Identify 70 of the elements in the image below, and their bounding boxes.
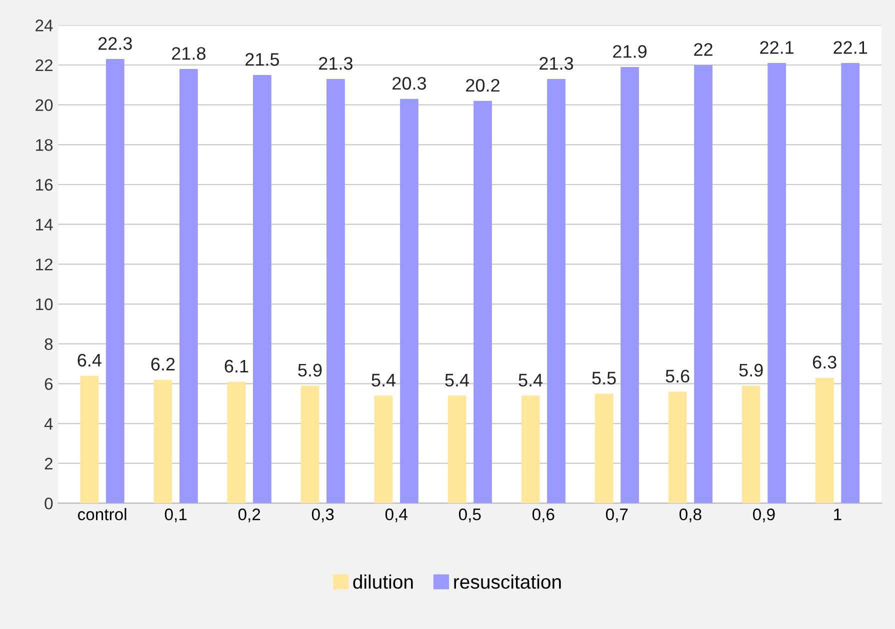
data-label: 5.4 xyxy=(372,374,396,387)
data-label: 21.3 xyxy=(319,57,352,70)
bar xyxy=(300,386,320,504)
data-label: 5.4 xyxy=(518,374,543,387)
bar xyxy=(400,98,418,504)
bar xyxy=(374,396,393,504)
data-label: 21.3 xyxy=(540,57,574,70)
y-tick-label: 6 xyxy=(44,378,53,390)
y-tick-label: 12 xyxy=(36,258,52,270)
x-tick-label: 0,8 xyxy=(679,508,702,522)
y-tick-label: 14 xyxy=(36,218,53,230)
data-label: 5.9 xyxy=(298,364,322,377)
bar xyxy=(474,100,492,504)
y-tick-label: 8 xyxy=(44,338,53,350)
x-tick-label: 0,2 xyxy=(238,508,260,522)
data-label: 20.2 xyxy=(466,78,500,92)
data-label: 5.6 xyxy=(666,370,690,383)
y-tick-label: 20 xyxy=(36,99,53,112)
bar xyxy=(252,74,272,504)
y-tick-label: 4 xyxy=(44,418,53,430)
legend-label: resuscitation xyxy=(454,574,561,589)
y-tick-label: 24 xyxy=(36,20,53,32)
data-label: 22 xyxy=(694,43,712,56)
data-label: 6.1 xyxy=(224,360,248,373)
data-label: 22.3 xyxy=(98,37,132,50)
y-tick-label: 16 xyxy=(36,178,53,191)
bar xyxy=(521,396,540,504)
y-tick-label: 22 xyxy=(36,59,52,72)
data-label: 20.3 xyxy=(392,76,426,90)
y-tick-label: 2 xyxy=(44,458,52,470)
x-tick-label: 0,4 xyxy=(385,508,408,522)
x-tick-label: 0,7 xyxy=(606,508,628,522)
x-tick-label: 1 xyxy=(834,508,842,520)
bar xyxy=(620,66,639,504)
data-label: 6.4 xyxy=(78,354,102,367)
data-label: 22.1 xyxy=(834,41,868,54)
bar xyxy=(154,380,172,504)
data-label: 5.9 xyxy=(739,364,763,377)
data-label: 5.5 xyxy=(592,372,616,385)
data-label: 22.1 xyxy=(760,41,794,54)
bar xyxy=(547,78,566,504)
data-label: 21.9 xyxy=(613,45,646,58)
data-label: 21.5 xyxy=(246,53,279,66)
data-label: 5.4 xyxy=(445,374,470,387)
bar xyxy=(742,386,760,504)
x-tick-label: 0,3 xyxy=(312,508,334,522)
data-label: 21.8 xyxy=(172,47,206,60)
bar xyxy=(594,394,614,504)
y-tick-label: 18 xyxy=(36,139,53,151)
data-label: 6.2 xyxy=(151,358,175,371)
x-tick-label: control xyxy=(78,508,126,520)
x-tick-label: 0,5 xyxy=(458,508,481,522)
y-tick-label: 0 xyxy=(44,498,53,510)
x-tick-label: 0,1 xyxy=(164,508,187,522)
bar xyxy=(80,376,99,504)
bar xyxy=(815,378,834,504)
bar xyxy=(227,382,246,504)
y-tick-label: 10 xyxy=(36,298,53,310)
bar xyxy=(841,63,860,504)
legend-label: dilution xyxy=(353,574,413,589)
bar xyxy=(768,63,786,504)
bar xyxy=(668,392,687,504)
x-tick-label: 0,9 xyxy=(753,508,775,522)
data-label: 6.3 xyxy=(812,356,836,369)
bar xyxy=(694,64,712,504)
bar xyxy=(179,68,198,504)
bar xyxy=(326,78,345,504)
bar xyxy=(448,396,466,504)
bar xyxy=(106,59,124,504)
x-tick-label: 0,6 xyxy=(532,508,554,522)
